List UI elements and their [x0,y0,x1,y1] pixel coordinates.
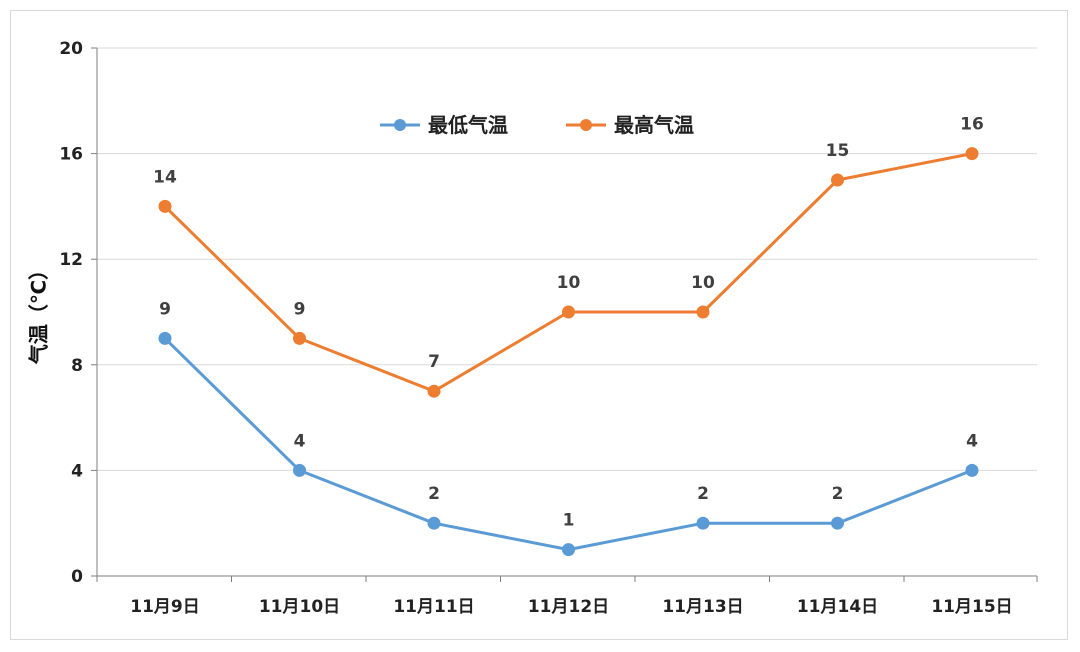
x-tick-label: 11月11日 [393,597,474,617]
gridlines [91,47,1037,577]
data-label: 4 [966,431,978,451]
chart-frame [10,10,1068,640]
legend-item-max: 最高气温 [566,113,694,137]
data-label: 9 [294,299,306,319]
data-label: 14 [153,167,177,187]
legend-label-min: 最低气温 [428,113,508,137]
x-tick-label: 11月12日 [528,597,609,617]
x-tick-label: 11月9日 [130,597,200,617]
y-tick-label: 4 [71,461,83,481]
y-tick-label: 8 [71,356,83,376]
data-label: 2 [832,484,844,504]
legend-label-max: 最高气温 [614,113,694,137]
legend: 最低气温 最高气温 [380,113,694,137]
data-point [293,463,306,477]
legend-item-min: 最低气温 [380,113,508,137]
data-label: 10 [691,273,715,293]
data-label: 16 [960,115,984,135]
data-label: 2 [428,484,440,504]
y-tick-label: 20 [59,39,83,59]
y-tick-labels: 0 4 8 12 16 20 [59,39,83,587]
data-point [293,331,306,345]
data-point [427,384,441,398]
data-point [965,463,979,477]
x-tick-label: 11月13日 [662,597,743,617]
data-point [965,147,979,161]
data-point [427,516,441,530]
x-tick-label: 11月10日 [259,597,340,617]
data-point [831,516,844,530]
data-point [158,199,172,213]
series-0: 9 4 2 1 2 2 4 [158,299,979,557]
legend-marker-max [580,119,592,131]
y-tick-label: 12 [59,250,83,270]
data-label: 4 [294,431,306,451]
data-label: 15 [826,141,850,161]
data-label: 2 [697,484,709,504]
data-point [696,305,710,319]
data-point [562,543,575,557]
series-1: 14 9 7 10 10 15 16 [153,115,984,398]
series-group: 9 4 2 1 2 2 4 14 9 7 10 10 15 16 [153,115,984,557]
data-point [158,331,172,345]
x-tick-label: 11月14日 [797,597,878,617]
data-point [562,305,575,319]
data-label: 1 [563,511,575,531]
data-point [831,173,844,187]
y-tick-label: 0 [71,567,83,587]
data-label: 9 [159,299,171,319]
legend-marker-min [394,119,406,131]
y-tick-label: 16 [59,145,83,165]
x-tick-label: 11月15日 [931,597,1012,617]
x-tick-labels: 11月9日 11月10日 11月11日 11月12日 11月13日 11月14日 11月15… [96,576,1038,617]
y-axis-label: 气温（℃） [27,260,51,365]
data-point [696,516,710,530]
data-label: 7 [428,352,440,372]
data-label: 10 [557,273,581,293]
axes [96,48,1037,577]
